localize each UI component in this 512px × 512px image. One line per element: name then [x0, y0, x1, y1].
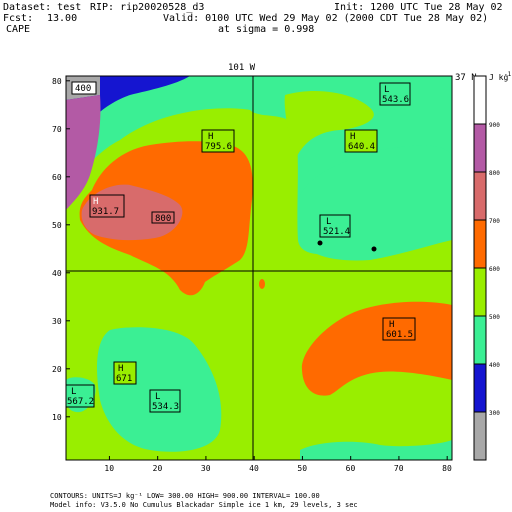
station-marker: [371, 246, 377, 252]
model-info: Model info: V3.5.0 No Cumulus Blackadar …: [50, 501, 358, 509]
x-tick-label: 10: [104, 464, 114, 473]
colorbar-segment: [473, 75, 487, 125]
annotation-low-567: L 567.2: [65, 384, 95, 408]
rip-label: RIP: rip20020528_d3: [90, 2, 205, 13]
colorbar-label: 300: [489, 410, 500, 417]
svg-text:567.2: 567.2: [67, 397, 94, 407]
colorbar: 900 800 700 600 500 400 300: [473, 75, 500, 461]
x-tick-label: 60: [346, 464, 356, 473]
svg-text:H: H: [350, 132, 355, 142]
colorbar-segment: [473, 267, 487, 317]
y-tick-label: 40: [52, 269, 62, 278]
field-500-600-south: [300, 440, 452, 460]
y-tick-label: 50: [52, 221, 62, 230]
svg-text:800: 800: [155, 214, 171, 224]
y-tick-label: 30: [52, 317, 62, 326]
svg-text:L: L: [155, 392, 160, 402]
x-tick-label: 40: [249, 464, 259, 473]
svg-text:601.5: 601.5: [386, 330, 413, 340]
map-frame: [65, 75, 453, 461]
x-tick-label: 50: [297, 464, 307, 473]
colorbar-unit-exponent: -1: [504, 71, 512, 78]
annotation-low-521: L 521.4: [319, 214, 351, 238]
colorbar-label: 900: [489, 122, 500, 129]
colorbar-unit: J kg: [489, 73, 508, 82]
station-marker: [317, 240, 323, 246]
svg-text:H: H: [118, 364, 123, 374]
y-tick-label: 10: [52, 413, 62, 422]
annotation-800: 800: [151, 211, 175, 224]
svg-text:H: H: [93, 197, 98, 207]
y-tick-label: 80: [52, 77, 62, 86]
top-longitude-label: 101 W: [228, 63, 256, 73]
colorbar-label: 400: [489, 362, 500, 369]
colorbar-segment: [473, 411, 487, 461]
x-tick-label: 30: [201, 464, 211, 473]
annotation-high-795: H 795.6: [201, 129, 235, 153]
field-name: CAPE: [6, 24, 31, 35]
colorbar-label: 500: [489, 314, 500, 321]
svg-text:H: H: [389, 320, 394, 330]
y-tick-label: 70: [52, 125, 62, 134]
field-600-700-ne: [284, 90, 374, 160]
svg-text:521.4: 521.4: [323, 227, 350, 237]
x-tick-label: 70: [394, 464, 404, 473]
colorbar-segment: [473, 219, 487, 269]
annotation-high-671: H 671: [113, 361, 137, 385]
contours-info: CONTOURS: UNITS=J kg⁻¹ LOW= 300.00 HIGH=…: [50, 492, 320, 500]
field-spot: [259, 279, 265, 289]
svg-text:L: L: [71, 387, 76, 397]
valid-time: Valid: 0100 UTC Wed 29 May 02 (2000 CDT …: [163, 13, 489, 24]
colorbar-segment: [473, 171, 487, 221]
y-tick-label: 20: [52, 365, 62, 374]
svg-text:640.4: 640.4: [348, 142, 375, 152]
svg-text:543.6: 543.6: [382, 95, 409, 105]
colorbar-segment: [473, 123, 487, 173]
colorbar-segment: [473, 363, 487, 413]
annotation-400: 400: [71, 81, 97, 95]
colorbar-label: 800: [489, 170, 500, 177]
svg-text:L: L: [384, 85, 389, 95]
colorbar-label: 600: [489, 266, 500, 273]
svg-text:795.6: 795.6: [205, 142, 232, 152]
level-label: at sigma = 0.998: [218, 24, 315, 35]
annotation-high-931: H 931.7: [89, 194, 125, 218]
annotation-low-543: L 543.6: [379, 82, 411, 106]
init-time: Init: 1200 UTC Tue 28 May 02: [334, 2, 503, 13]
colorbar-segment: [473, 315, 487, 365]
fcst-value: 13.00: [47, 13, 78, 24]
x-tick-label: 20: [153, 464, 163, 473]
x-tick-label: 80: [442, 464, 452, 473]
y-tick-label: 60: [52, 173, 62, 182]
svg-text:L: L: [326, 217, 331, 227]
svg-text:H: H: [208, 132, 213, 142]
svg-text:671: 671: [116, 374, 132, 384]
right-latitude-label: 37 N: [455, 73, 477, 83]
annotation-high-601: H 601.5: [382, 317, 416, 341]
annotation-high-640: H 640.4: [344, 129, 378, 153]
field-900-plus: [66, 95, 101, 210]
svg-text:400: 400: [75, 84, 91, 94]
annotation-low-534: L 534.3: [149, 389, 181, 413]
colorbar-label: 700: [489, 218, 500, 225]
dataset-label: Dataset: test: [3, 2, 82, 13]
fcst-label: Fcst:: [3, 13, 34, 24]
svg-text:534.3: 534.3: [152, 402, 179, 412]
svg-text:931.7: 931.7: [92, 207, 119, 217]
